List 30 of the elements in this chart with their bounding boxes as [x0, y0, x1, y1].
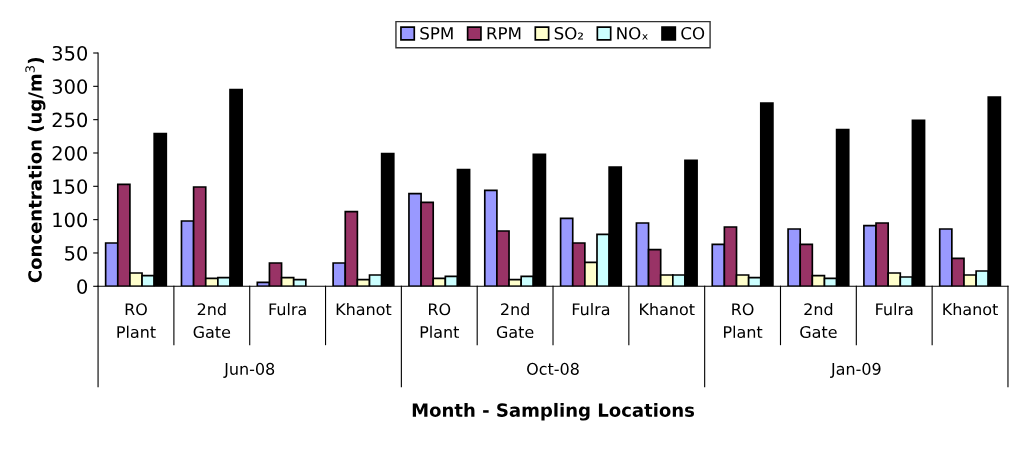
- y-tick-label: 350: [52, 45, 88, 61]
- y-axis-title: Concentration (ug/m$^{3}$): [25, 57, 46, 283]
- x-tick-label: 2nd Gate: [193, 302, 231, 339]
- y-tick-label: 0: [77, 279, 88, 294]
- x-tick-label: Khanot: [943, 302, 998, 316]
- legend-label: SPM: [420, 26, 453, 40]
- y-tick-label: 250: [52, 112, 88, 128]
- x-tick-label: Fulra: [269, 302, 306, 316]
- y-tick-label: 200: [52, 145, 88, 161]
- text: Jun-08: [223, 362, 275, 378]
- x-tick-label: 2nd Gate: [800, 302, 837, 339]
- legend-label: NOₓ: [617, 26, 648, 40]
- x-tick-label: Fulra: [572, 302, 610, 316]
- y-tick-label: 150: [53, 179, 88, 194]
- legend-label: RPM: [487, 27, 521, 40]
- x-tick-label: Khanot: [336, 302, 392, 316]
- x-tick-label: RO Plant: [420, 303, 460, 339]
- text: Oct-08: [527, 362, 579, 375]
- x-tick-label: 2nd Gate: [496, 302, 534, 339]
- text: Jan-09: [830, 362, 881, 378]
- legend-label: SO₂: [554, 26, 583, 40]
- y-tick-label: 50: [65, 245, 88, 261]
- x-tick-label: Khanot: [640, 302, 695, 316]
- x-axis-title: Month - Sampling Locations: [412, 402, 695, 421]
- x-tick-label: Fulra: [876, 302, 913, 316]
- legend-label: CO: [681, 26, 705, 40]
- x-tick-label: RO Plant: [724, 303, 763, 339]
- x-tick-label: RO Plant: [117, 303, 156, 339]
- y-tick-label: 100: [53, 212, 88, 228]
- y-tick-label: 300: [52, 79, 88, 94]
